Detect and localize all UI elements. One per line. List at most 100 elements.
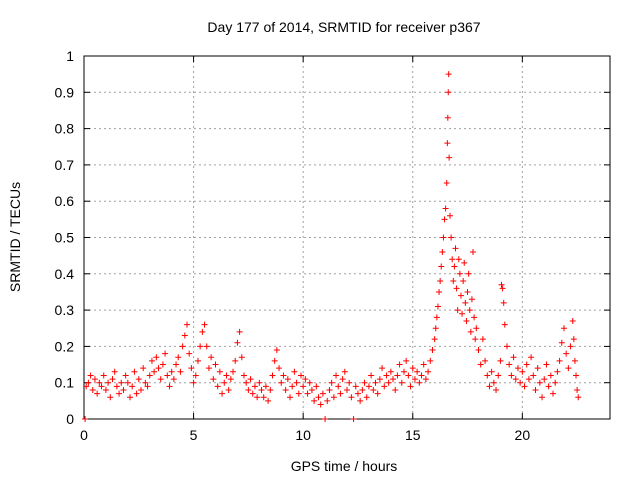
data-point: [368, 372, 375, 379]
y-tick-label: 0.7: [55, 157, 75, 173]
data-point: [441, 216, 448, 223]
data-point: [440, 234, 447, 241]
data-point: [574, 386, 581, 393]
data-point: [230, 368, 237, 375]
data-point: [107, 394, 114, 401]
data-point: [461, 259, 468, 266]
data-point: [488, 368, 495, 375]
data-point: [177, 368, 184, 375]
data-point: [87, 372, 94, 379]
data-point: [122, 372, 129, 379]
data-point: [477, 361, 484, 368]
data-point: [293, 379, 300, 386]
y-axis-label: SRMTID / TECUs: [7, 182, 23, 292]
x-tick-label: 10: [295, 427, 311, 443]
data-point: [341, 368, 348, 375]
data-point: [319, 390, 326, 397]
data-point: [560, 325, 567, 332]
data-point: [148, 357, 155, 364]
data-point: [405, 372, 412, 379]
data-point: [350, 416, 357, 422]
data-point: [170, 376, 177, 383]
data-point: [554, 368, 561, 375]
data-point: [240, 372, 247, 379]
data-point: [472, 336, 479, 343]
data-point: [219, 390, 226, 397]
data-point: [254, 394, 261, 401]
data-point: [498, 281, 505, 288]
y-tick-label: 0.9: [55, 84, 75, 100]
data-point: [155, 365, 162, 372]
data-point: [416, 379, 423, 386]
data-point: [550, 390, 557, 397]
data-point: [140, 365, 147, 372]
data-point: [317, 401, 324, 408]
y-tick-label: 0.2: [55, 338, 75, 354]
y-tick-label: 0.6: [55, 193, 75, 209]
data-point: [447, 212, 454, 219]
data-point: [247, 376, 254, 383]
data-point: [109, 376, 116, 383]
data-point: [543, 361, 550, 368]
data-point: [166, 383, 173, 390]
data-point: [448, 234, 455, 241]
data-point: [168, 368, 175, 375]
data-point: [118, 379, 125, 386]
data-point: [541, 376, 548, 383]
data-point: [306, 379, 313, 386]
data-point: [234, 339, 241, 346]
data-point: [113, 383, 120, 390]
data-point: [335, 383, 342, 390]
data-point: [381, 383, 388, 390]
data-point: [284, 376, 291, 383]
data-point: [315, 394, 322, 401]
data-point: [427, 357, 434, 364]
data-point: [83, 383, 90, 390]
x-axis-label: GPS time / hours: [291, 458, 398, 474]
data-point: [411, 376, 418, 383]
data-point: [339, 376, 346, 383]
data-point: [146, 372, 153, 379]
data-point: [392, 386, 399, 393]
data-point: [438, 263, 445, 270]
data-point: [475, 347, 482, 354]
data-point: [245, 386, 252, 393]
data-point: [276, 365, 283, 372]
data-point: [490, 379, 497, 386]
data-point: [501, 321, 508, 328]
data-point: [403, 357, 410, 364]
data-point: [575, 394, 582, 401]
data-point: [536, 379, 543, 386]
data-point: [387, 368, 394, 375]
data-point: [374, 390, 381, 397]
data-point: [556, 357, 563, 364]
data-point: [194, 357, 201, 364]
data-point: [385, 379, 392, 386]
data-point: [214, 383, 221, 390]
data-point: [390, 376, 397, 383]
data-point: [499, 285, 506, 292]
data-point: [449, 256, 456, 263]
data-point: [506, 361, 513, 368]
data-point: [365, 383, 372, 390]
data-point: [333, 372, 340, 379]
data-point: [124, 379, 131, 386]
data-point: [445, 71, 452, 78]
data-point: [473, 325, 480, 332]
data-point: [273, 347, 280, 354]
axis-ticks: 00.10.20.30.40.50.60.70.80.910 5 10 15 20: [55, 48, 610, 443]
data-point: [142, 379, 149, 386]
data-point: [348, 394, 355, 401]
data-point: [370, 386, 377, 393]
data-point: [251, 383, 258, 390]
data-point: [135, 376, 142, 383]
y-tick-label: 1: [66, 48, 74, 64]
data-point: [456, 270, 463, 277]
data-point: [493, 386, 500, 393]
data-point: [282, 386, 289, 393]
y-tick-label: 0.1: [55, 375, 75, 391]
data-point: [102, 386, 109, 393]
y-tick-label: 0.4: [55, 266, 75, 282]
x-tick-label: 0: [80, 427, 88, 443]
data-point: [313, 383, 320, 390]
